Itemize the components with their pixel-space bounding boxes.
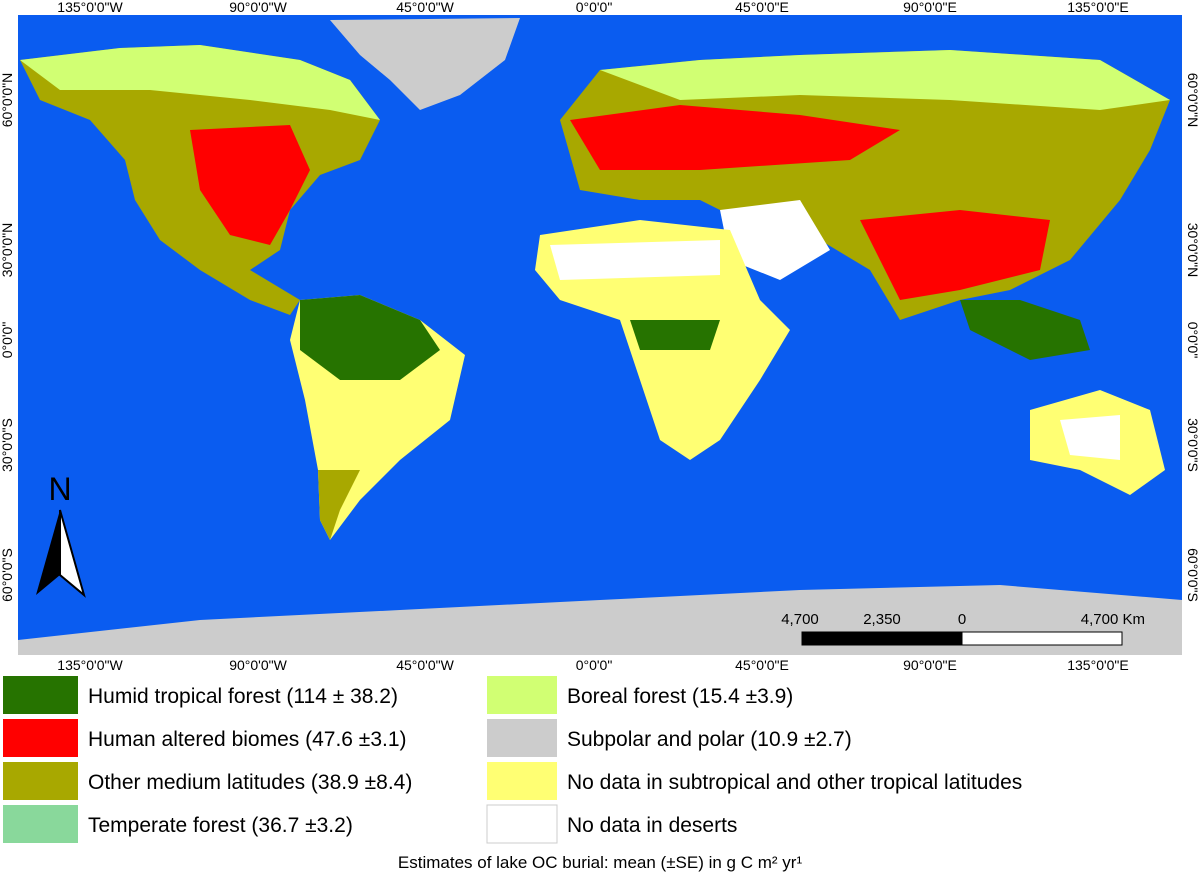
left-coordinate-label: 30°0'0"S [0,418,15,472]
legend-swatch [487,719,557,757]
bottom-coordinate-label: 90°0'0"E [903,657,957,673]
top-coordinate-label: 90°0'0"W [229,0,287,15]
top-coordinate-label: 135°0'0"W [57,0,123,15]
indonesia [960,300,1090,360]
sahara [550,240,720,280]
top-coordinate-label: 90°0'0"E [903,0,957,15]
right-coordinate-label: 0°0'0" [1185,322,1200,359]
right-coordinate-label: 60°0'0"N [1185,73,1200,128]
legend-swatch [3,719,78,757]
north-arrow-left [36,510,60,595]
legend-label: Temperate forest (36.7 ±3.2) [88,814,353,837]
left-coordinate-label: 30°0'0"N [0,223,15,278]
left-coordinate-label: 60°0'0"S [0,548,15,602]
legend-label: No data in subtropical and other tropica… [567,771,1022,794]
bottom-coordinate-label: 135°0'0"E [1067,657,1129,673]
right-coordinate-label: 30°0'0"N [1185,223,1200,278]
left-coordinate-label: 60°0'0"N [0,73,15,128]
legend-label: No data in deserts [567,814,737,837]
eurasia-boreal [600,50,1170,110]
legend-swatch [487,762,557,800]
patagonia [318,470,360,540]
asia-altered [860,210,1050,300]
scale-label: 4,700 Km [1081,611,1145,628]
right-coordinate-label: 60°0'0"S [1185,548,1200,602]
arabia-desert [720,200,830,280]
right-coordinate-label: 30°0'0"S [1185,418,1200,472]
scale-label: 0 [958,611,966,628]
scale-label: 4,700 [781,611,819,628]
legend-label: Subpolar and polar (10.9 ±2.7) [567,728,852,751]
legend-swatch [3,676,78,714]
legend-swatch [487,676,557,714]
europe-altered [570,105,900,170]
north-america-boreal [20,45,380,120]
bottom-coordinate-label: 135°0'0"W [57,657,123,673]
top-coordinate-label: 45°0'0"E [735,0,789,15]
scale-bar-light [961,631,1123,646]
australia-desert [1060,415,1120,460]
congo [630,320,720,350]
bottom-coordinate-label: 45°0'0"E [735,657,789,673]
legend-label: Humid tropical forest (114 ± 38.2) [88,685,398,708]
north-america-altered [190,125,310,245]
bottom-coordinate-label: 45°0'0"W [396,657,454,673]
legend-swatch [3,762,78,800]
scale-label: 2,350 [863,611,901,628]
legend-swatch [486,804,558,844]
bottom-coordinate-label: 0°0'0" [576,657,613,673]
top-coordinate-label: 135°0'0"E [1067,0,1129,15]
top-coordinate-label: 45°0'0"W [396,0,454,15]
left-coordinate-label: 0°0'0" [0,322,15,359]
north-arrow-right [59,509,86,598]
north-label: N [48,471,71,507]
legend-swatch [3,805,78,843]
caption: Estimates of lake OC burial: mean (±SE) … [398,853,803,872]
legend-label: Human altered biomes (47.6 ±3.1) [88,728,407,751]
legend-label: Other medium latitudes (38.9 ±8.4) [88,771,412,794]
scale-bar-dark [801,631,963,646]
amazon [300,295,440,380]
top-coordinate-label: 0°0'0" [576,0,613,15]
legend-label: Boreal forest (15.4 ±3.9) [567,685,793,708]
bottom-coordinate-label: 90°0'0"W [229,657,287,673]
greenland [330,18,520,110]
